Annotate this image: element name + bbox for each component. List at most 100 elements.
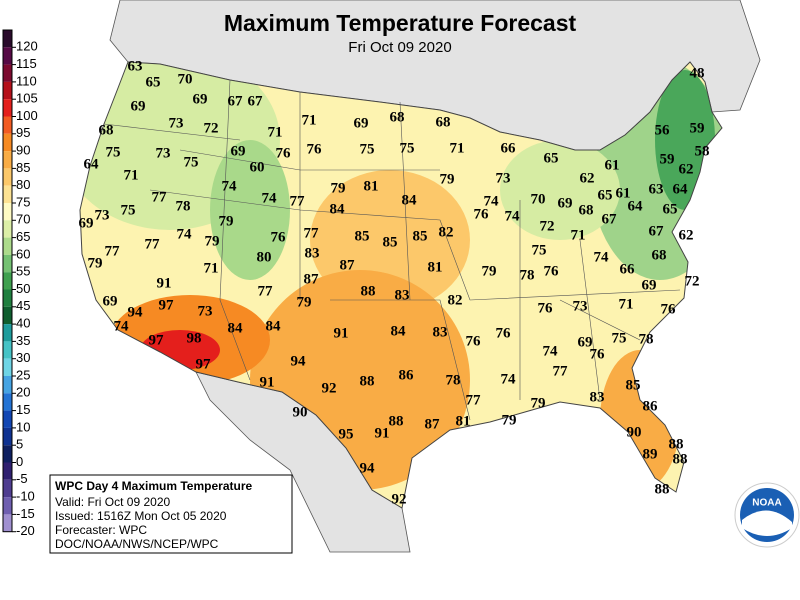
temperature-label: 66 <box>620 261 636 277</box>
temperature-label: 78 <box>639 331 654 347</box>
temperature-label: 88 <box>673 451 688 467</box>
temperature-label: 70 <box>531 191 546 207</box>
temperature-label: 75 <box>121 202 136 218</box>
temperature-label: 69 <box>131 98 146 114</box>
legend-swatch <box>3 427 12 446</box>
legend-swatch <box>3 64 12 82</box>
temperature-label: 64 <box>673 181 689 197</box>
legend-label: 45 <box>16 298 30 313</box>
temperature-label: 77 <box>290 193 306 209</box>
legend-label: 95 <box>16 125 30 140</box>
temperature-label: 48 <box>690 65 705 81</box>
legend-label: 55 <box>16 264 30 279</box>
temperature-label: 85 <box>383 234 398 250</box>
legend-swatch <box>3 289 12 307</box>
temperature-label: 76 <box>538 300 554 316</box>
legend-label: 10 <box>16 419 30 434</box>
temperature-label: 67 <box>602 211 618 227</box>
temperature-label: 79 <box>482 263 497 279</box>
temperature-label: 77 <box>466 392 482 408</box>
legend-label: 40 <box>16 316 30 331</box>
temperature-label: 77 <box>152 189 168 205</box>
legend-label: -5 <box>16 471 28 486</box>
temperature-label: 69 <box>193 91 208 107</box>
info-title: WPC Day 4 Maximum Temperature <box>55 479 252 493</box>
temperature-label: 74 <box>222 178 238 194</box>
temperature-label: 71 <box>302 112 317 128</box>
temperature-label: 82 <box>448 292 463 308</box>
legend-label: -10 <box>16 489 35 504</box>
temperature-label: 73 <box>496 170 511 186</box>
temperature-label: 88 <box>389 413 404 429</box>
legend-swatch <box>3 341 12 359</box>
legend-swatch <box>3 514 12 532</box>
temperature-label: 61 <box>605 157 620 173</box>
legend-border <box>2 29 13 533</box>
temperature-label: 69 <box>354 115 369 131</box>
temperature-label: 72 <box>204 120 219 136</box>
temperature-label: 69 <box>558 195 573 211</box>
legend-swatch <box>3 462 12 480</box>
temperature-label: 80 <box>257 249 272 265</box>
legend-label: 30 <box>16 350 30 365</box>
temperature-label: 76 <box>276 145 292 161</box>
temperature-label: 86 <box>643 398 659 414</box>
temperature-label: 89 <box>643 446 658 462</box>
title: Maximum Temperature Forecast <box>224 10 577 36</box>
temperature-label: 75 <box>612 330 627 346</box>
temperature-label: 71 <box>450 140 465 156</box>
info-box <box>49 474 293 554</box>
temperature-label: 77 <box>553 363 569 379</box>
legend-swatch <box>3 324 12 342</box>
temperature-label: 68 <box>436 114 451 130</box>
temperature-label: 68 <box>99 122 114 138</box>
temperature-label: 92 <box>392 491 407 507</box>
temperature-label: 79 <box>331 180 346 196</box>
temperature-label: 61 <box>616 185 631 201</box>
temperature-label: 95 <box>339 426 354 442</box>
temperature-label: 68 <box>390 109 405 125</box>
temperature-label: 74 <box>262 190 278 206</box>
field-rockies <box>210 140 290 280</box>
temperature-label: 59 <box>690 120 705 136</box>
temperature-label: 69 <box>79 215 94 231</box>
legend-swatch <box>3 81 12 100</box>
legend-label: -15 <box>16 506 35 521</box>
temperature-label: 81 <box>456 413 471 429</box>
legend-swatch <box>3 203 12 221</box>
temperature-label: 85 <box>355 228 370 244</box>
legend-label: 25 <box>16 367 30 382</box>
info-line: DOC/NOAA/NWS/NCEP/WPC <box>55 537 219 551</box>
temperature-label: 97 <box>196 356 212 372</box>
legend-label: 15 <box>16 402 30 417</box>
legend-label: 115 <box>16 56 37 71</box>
temperature-label: 71 <box>268 124 283 140</box>
legend-label: 5 <box>16 437 23 452</box>
temperature-label: 97 <box>149 332 165 348</box>
temperature-label: 84 <box>330 201 346 217</box>
temperature-label: 76 <box>544 263 560 279</box>
temperature-label: 64 <box>84 156 100 172</box>
temperature-label: 71 <box>619 296 634 312</box>
legend-swatch <box>3 30 12 48</box>
temperature-label: 65 <box>663 201 678 217</box>
temperature-label: 74 <box>484 193 500 209</box>
temperature-label: 94 <box>128 304 144 320</box>
temperature-label: 73 <box>95 207 110 223</box>
temperature-label: 72 <box>685 273 700 289</box>
temperature-label: 64 <box>628 198 644 214</box>
temperature-label: 72 <box>540 218 555 234</box>
temperature-label: 69 <box>642 277 657 293</box>
temperature-label: 75 <box>360 141 375 157</box>
temperature-label: 75 <box>106 144 121 160</box>
temperature-label: 83 <box>590 389 605 405</box>
legend-swatch <box>3 358 12 376</box>
legend-label: 75 <box>16 194 30 209</box>
legend-swatch <box>3 116 12 134</box>
legend-label: -20 <box>16 523 35 538</box>
temperature-label: 69 <box>578 334 593 350</box>
temperature-label: 90 <box>293 404 308 420</box>
temperature-label: 77 <box>105 243 121 259</box>
temperature-label: 75 <box>400 140 415 156</box>
legend-swatch <box>3 254 12 273</box>
